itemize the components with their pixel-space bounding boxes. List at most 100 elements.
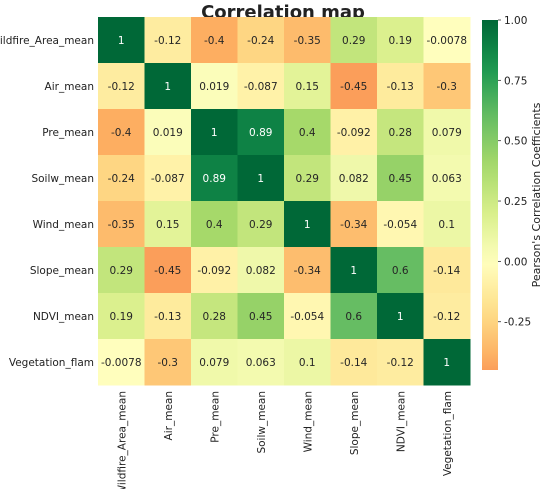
heatmap-cell bbox=[330, 247, 378, 294]
cell-value-label: 0.89 bbox=[203, 173, 226, 185]
row-label: Vegetation_flam bbox=[9, 357, 94, 369]
column-label: Slope_mean bbox=[349, 391, 361, 455]
heatmap-cell bbox=[144, 293, 192, 340]
heatmap-cell bbox=[330, 339, 378, 386]
heatmap-cell bbox=[330, 17, 378, 64]
row-label: NDVI_mean bbox=[33, 311, 94, 323]
cell-value-label: 0.019 bbox=[199, 81, 229, 93]
heatmap-cell bbox=[98, 339, 145, 386]
row-label: Wildfire_Area_mean bbox=[0, 35, 94, 47]
heatmap-cells: 1 -0.12 -0.4 -0.24 -0.35 0.29 0.19 -0.0078 -0.12… bbox=[98, 17, 471, 386]
colorbar-tick-label: 0.00 bbox=[504, 256, 527, 268]
heatmap-cell bbox=[330, 201, 378, 248]
cell-value-label: -0.087 bbox=[151, 173, 185, 185]
heatmap-cell bbox=[237, 201, 285, 248]
cell-value-label: 0.063 bbox=[246, 357, 276, 369]
colorbar-label: Pearson's Correlation Coefficients bbox=[530, 102, 543, 287]
cell-value-label: 0.4 bbox=[299, 127, 316, 139]
column-label: Vegetation_flam bbox=[442, 391, 454, 476]
cell-value-label: -0.12 bbox=[433, 311, 460, 323]
heatmap-cell bbox=[377, 63, 424, 110]
cell-value-label: 0.19 bbox=[110, 311, 133, 323]
heatmap-cell bbox=[423, 339, 471, 386]
heatmap-cell bbox=[191, 339, 238, 386]
cell-value-label: 0.082 bbox=[246, 265, 276, 277]
heatmap-cell bbox=[330, 109, 378, 156]
heatmap-cell bbox=[191, 293, 238, 340]
cell-value-label: -0.14 bbox=[340, 357, 367, 369]
cell-value-label: -0.35 bbox=[108, 219, 135, 231]
heatmap-cell bbox=[191, 155, 238, 202]
heatmap-cell bbox=[284, 247, 331, 294]
cell-value-label: -0.092 bbox=[337, 127, 371, 139]
cell-value-label: -0.24 bbox=[108, 173, 135, 185]
heatmap-cell bbox=[237, 17, 285, 64]
cell-value-label: 0.079 bbox=[432, 127, 462, 139]
colorbar: 1.00 0.75 0.50 0.25 0.00 -0.25 Pearson's Corr… bbox=[482, 15, 543, 370]
heatmap-cell bbox=[144, 109, 192, 156]
cell-value-label: 1 bbox=[350, 265, 357, 277]
cell-value-label: -0.12 bbox=[108, 81, 135, 93]
column-label: Air_mean bbox=[163, 391, 175, 440]
cell-value-label: 0.15 bbox=[296, 81, 319, 93]
heatmap-cell bbox=[98, 293, 145, 340]
heatmap-cell bbox=[237, 109, 285, 156]
colorbar-ticks: 1.00 0.75 0.50 0.25 0.00 -0.25 bbox=[498, 15, 531, 329]
cell-value-label: -0.0078 bbox=[426, 35, 467, 47]
heatmap-cell bbox=[144, 17, 192, 64]
cell-value-label: -0.092 bbox=[197, 265, 231, 277]
cell-value-label: 1 bbox=[397, 311, 404, 323]
cell-value-label: -0.4 bbox=[204, 35, 225, 47]
heatmap-cell bbox=[377, 155, 424, 202]
cell-value-label: 0.6 bbox=[392, 265, 409, 277]
heatmap-cell bbox=[284, 17, 331, 64]
heatmap-cell bbox=[191, 109, 238, 156]
cell-value-label: 0.29 bbox=[249, 219, 272, 231]
cell-value-label: 0.19 bbox=[389, 35, 412, 47]
cell-value-label: -0.12 bbox=[154, 35, 181, 47]
column-label: NDVI_mean bbox=[395, 391, 407, 452]
heatmap-cell bbox=[144, 155, 192, 202]
heatmap-cell bbox=[330, 63, 378, 110]
heatmap-cell bbox=[284, 201, 331, 248]
cell-value-label: -0.34 bbox=[294, 265, 321, 277]
cell-value-label: 0.29 bbox=[342, 35, 365, 47]
cell-value-label: -0.45 bbox=[340, 81, 367, 93]
cell-value-label: 0.1 bbox=[299, 357, 316, 369]
heatmap-cell bbox=[423, 155, 471, 202]
heatmap-cell bbox=[284, 155, 331, 202]
cell-value-label: -0.13 bbox=[154, 311, 181, 323]
heatmap-cell bbox=[237, 293, 285, 340]
heatmap-cell bbox=[144, 247, 192, 294]
cell-value-label: 0.079 bbox=[199, 357, 229, 369]
cell-value-label: 1 bbox=[443, 357, 450, 369]
cell-value-label: 0.1 bbox=[438, 219, 455, 231]
heatmap-cell bbox=[237, 155, 285, 202]
row-label: Air_mean bbox=[45, 81, 94, 93]
cell-value-label: 0.45 bbox=[249, 311, 272, 323]
cell-value-label: 0.29 bbox=[296, 173, 319, 185]
row-label: Pre_mean bbox=[42, 127, 94, 139]
cell-value-label: 0.28 bbox=[389, 127, 412, 139]
heatmap-cell bbox=[98, 109, 145, 156]
cell-value-label: -0.34 bbox=[340, 219, 367, 231]
cell-value-label: 0.89 bbox=[249, 127, 272, 139]
heatmap-cell bbox=[191, 247, 238, 294]
cell-value-label: 0.45 bbox=[389, 173, 412, 185]
heatmap-cell bbox=[423, 293, 471, 340]
heatmap-cell bbox=[330, 155, 378, 202]
heatmap-cell bbox=[284, 339, 331, 386]
column-label: Soilw_mean bbox=[256, 391, 268, 454]
row-labels: Wildfire_Area_mean Air_mean Pre_mean Soilw_… bbox=[0, 35, 94, 369]
cell-value-label: -0.13 bbox=[387, 81, 414, 93]
heatmap-cell bbox=[191, 63, 238, 110]
heatmap-cell bbox=[98, 63, 145, 110]
cell-value-label: -0.087 bbox=[244, 81, 278, 93]
heatmap-cell bbox=[423, 201, 471, 248]
heatmap-cell bbox=[377, 201, 424, 248]
heatmap-cell bbox=[423, 63, 471, 110]
cell-value-label: 1 bbox=[211, 127, 218, 139]
cell-value-label: 1 bbox=[118, 35, 125, 47]
cell-value-label: 0.4 bbox=[206, 219, 223, 231]
